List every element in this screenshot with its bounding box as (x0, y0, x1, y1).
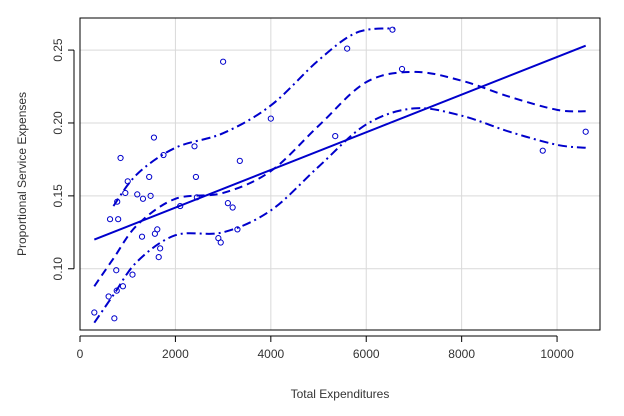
y-tick-label: 0.20 (51, 111, 65, 135)
series-line-dashdot (112, 27, 395, 207)
plot-frame (79, 17, 601, 331)
data-point (113, 287, 120, 294)
data-point (582, 128, 589, 135)
data-point (267, 115, 274, 122)
x-tick-label: 4000 (257, 347, 284, 361)
y-tick-label: 0.10 (51, 257, 65, 281)
x-tick-label: 2000 (162, 347, 189, 361)
data-point (344, 45, 351, 52)
data-point (160, 151, 167, 159)
x-tick-label: 6000 (353, 347, 380, 361)
series-line-dashdot (93, 107, 586, 324)
data-point (177, 202, 184, 210)
data-point (539, 147, 546, 154)
data-point (124, 178, 131, 185)
x-axis-title: Total Expenditures (291, 387, 390, 401)
data-point (122, 189, 129, 197)
axis-layer: 0 2000 4000 6000 8000 10000 0.10 0.15 0.20 0.25 (51, 38, 574, 361)
data-point (150, 134, 158, 141)
y-tick-label: 0.15 (51, 184, 65, 208)
data-point (106, 216, 114, 223)
data-point (217, 239, 224, 246)
data-point (398, 65, 406, 73)
data-point (389, 26, 396, 33)
data-point (224, 200, 231, 207)
data-point (154, 226, 161, 233)
data-point (117, 154, 124, 162)
data-point (115, 216, 122, 223)
series-line-solid (93, 44, 587, 241)
data-point (105, 293, 112, 300)
line-layer (93, 27, 587, 324)
data-point (155, 254, 162, 261)
data-point (193, 194, 200, 201)
data-point (134, 191, 141, 198)
data-point (234, 226, 241, 233)
data-point (113, 267, 120, 274)
y-tick-label: 0.25 (51, 38, 65, 62)
data-point (111, 315, 118, 322)
data-point (191, 143, 198, 150)
data-point (129, 271, 136, 278)
y-axis-title: Proportional Service Expenses (15, 92, 29, 256)
data-point (332, 132, 339, 140)
data-point (236, 157, 243, 164)
data-point (220, 58, 227, 65)
data-point (119, 283, 127, 290)
data-point (114, 198, 121, 205)
grid-layer (79, 18, 600, 330)
data-point (229, 204, 236, 211)
data-point (91, 309, 98, 316)
data-point (192, 173, 200, 181)
series-line-dashed (93, 70, 586, 287)
data-point (146, 173, 153, 181)
data-point (157, 245, 164, 252)
point-layer (91, 26, 589, 322)
data-point (138, 233, 146, 240)
x-tick-label: 0 (77, 347, 84, 361)
x-tick-label: 8000 (448, 347, 475, 361)
data-point (139, 195, 147, 202)
data-point (147, 192, 154, 199)
x-tick-label: 10000 (540, 347, 574, 361)
